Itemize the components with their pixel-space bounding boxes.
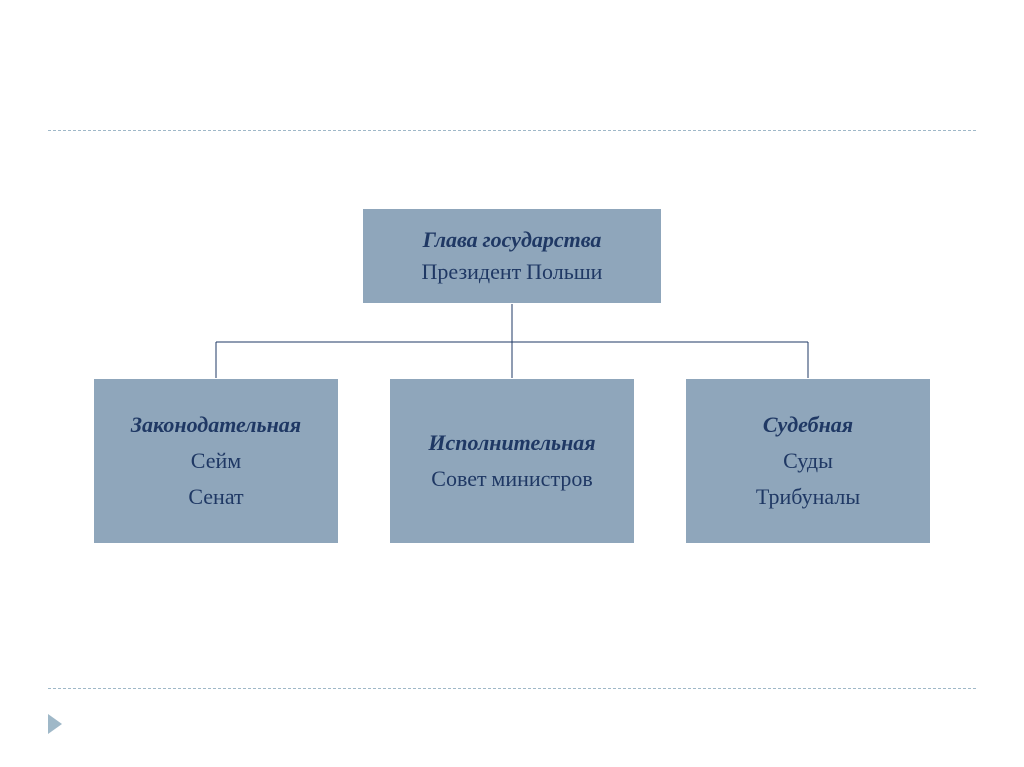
child-title: Судебная	[763, 412, 853, 438]
child-node-executive: Исполнительная Совет министров	[389, 378, 635, 544]
child-line: Совет министров	[431, 466, 592, 492]
child-node-legislative: Законодательная Сейм Сенат	[93, 378, 339, 544]
divider-bottom	[48, 688, 976, 689]
child-title: Законодательная	[131, 412, 301, 438]
root-subtitle: Президент Польши	[422, 259, 603, 285]
child-node-judicial: Судебная Суды Трибуналы	[685, 378, 931, 544]
child-title: Исполнительная	[428, 430, 595, 456]
child-line: Сенат	[188, 484, 243, 510]
root-title: Глава государства	[423, 227, 602, 253]
root-node: Глава государства Президент Польши	[362, 208, 662, 304]
child-line: Суды	[783, 448, 833, 474]
child-row: Законодательная Сейм Сенат Исполнительна…	[0, 378, 1024, 544]
chevron-right-icon	[48, 714, 62, 734]
child-line: Сейм	[191, 448, 241, 474]
child-line: Трибуналы	[756, 484, 860, 510]
divider-top	[48, 130, 976, 131]
